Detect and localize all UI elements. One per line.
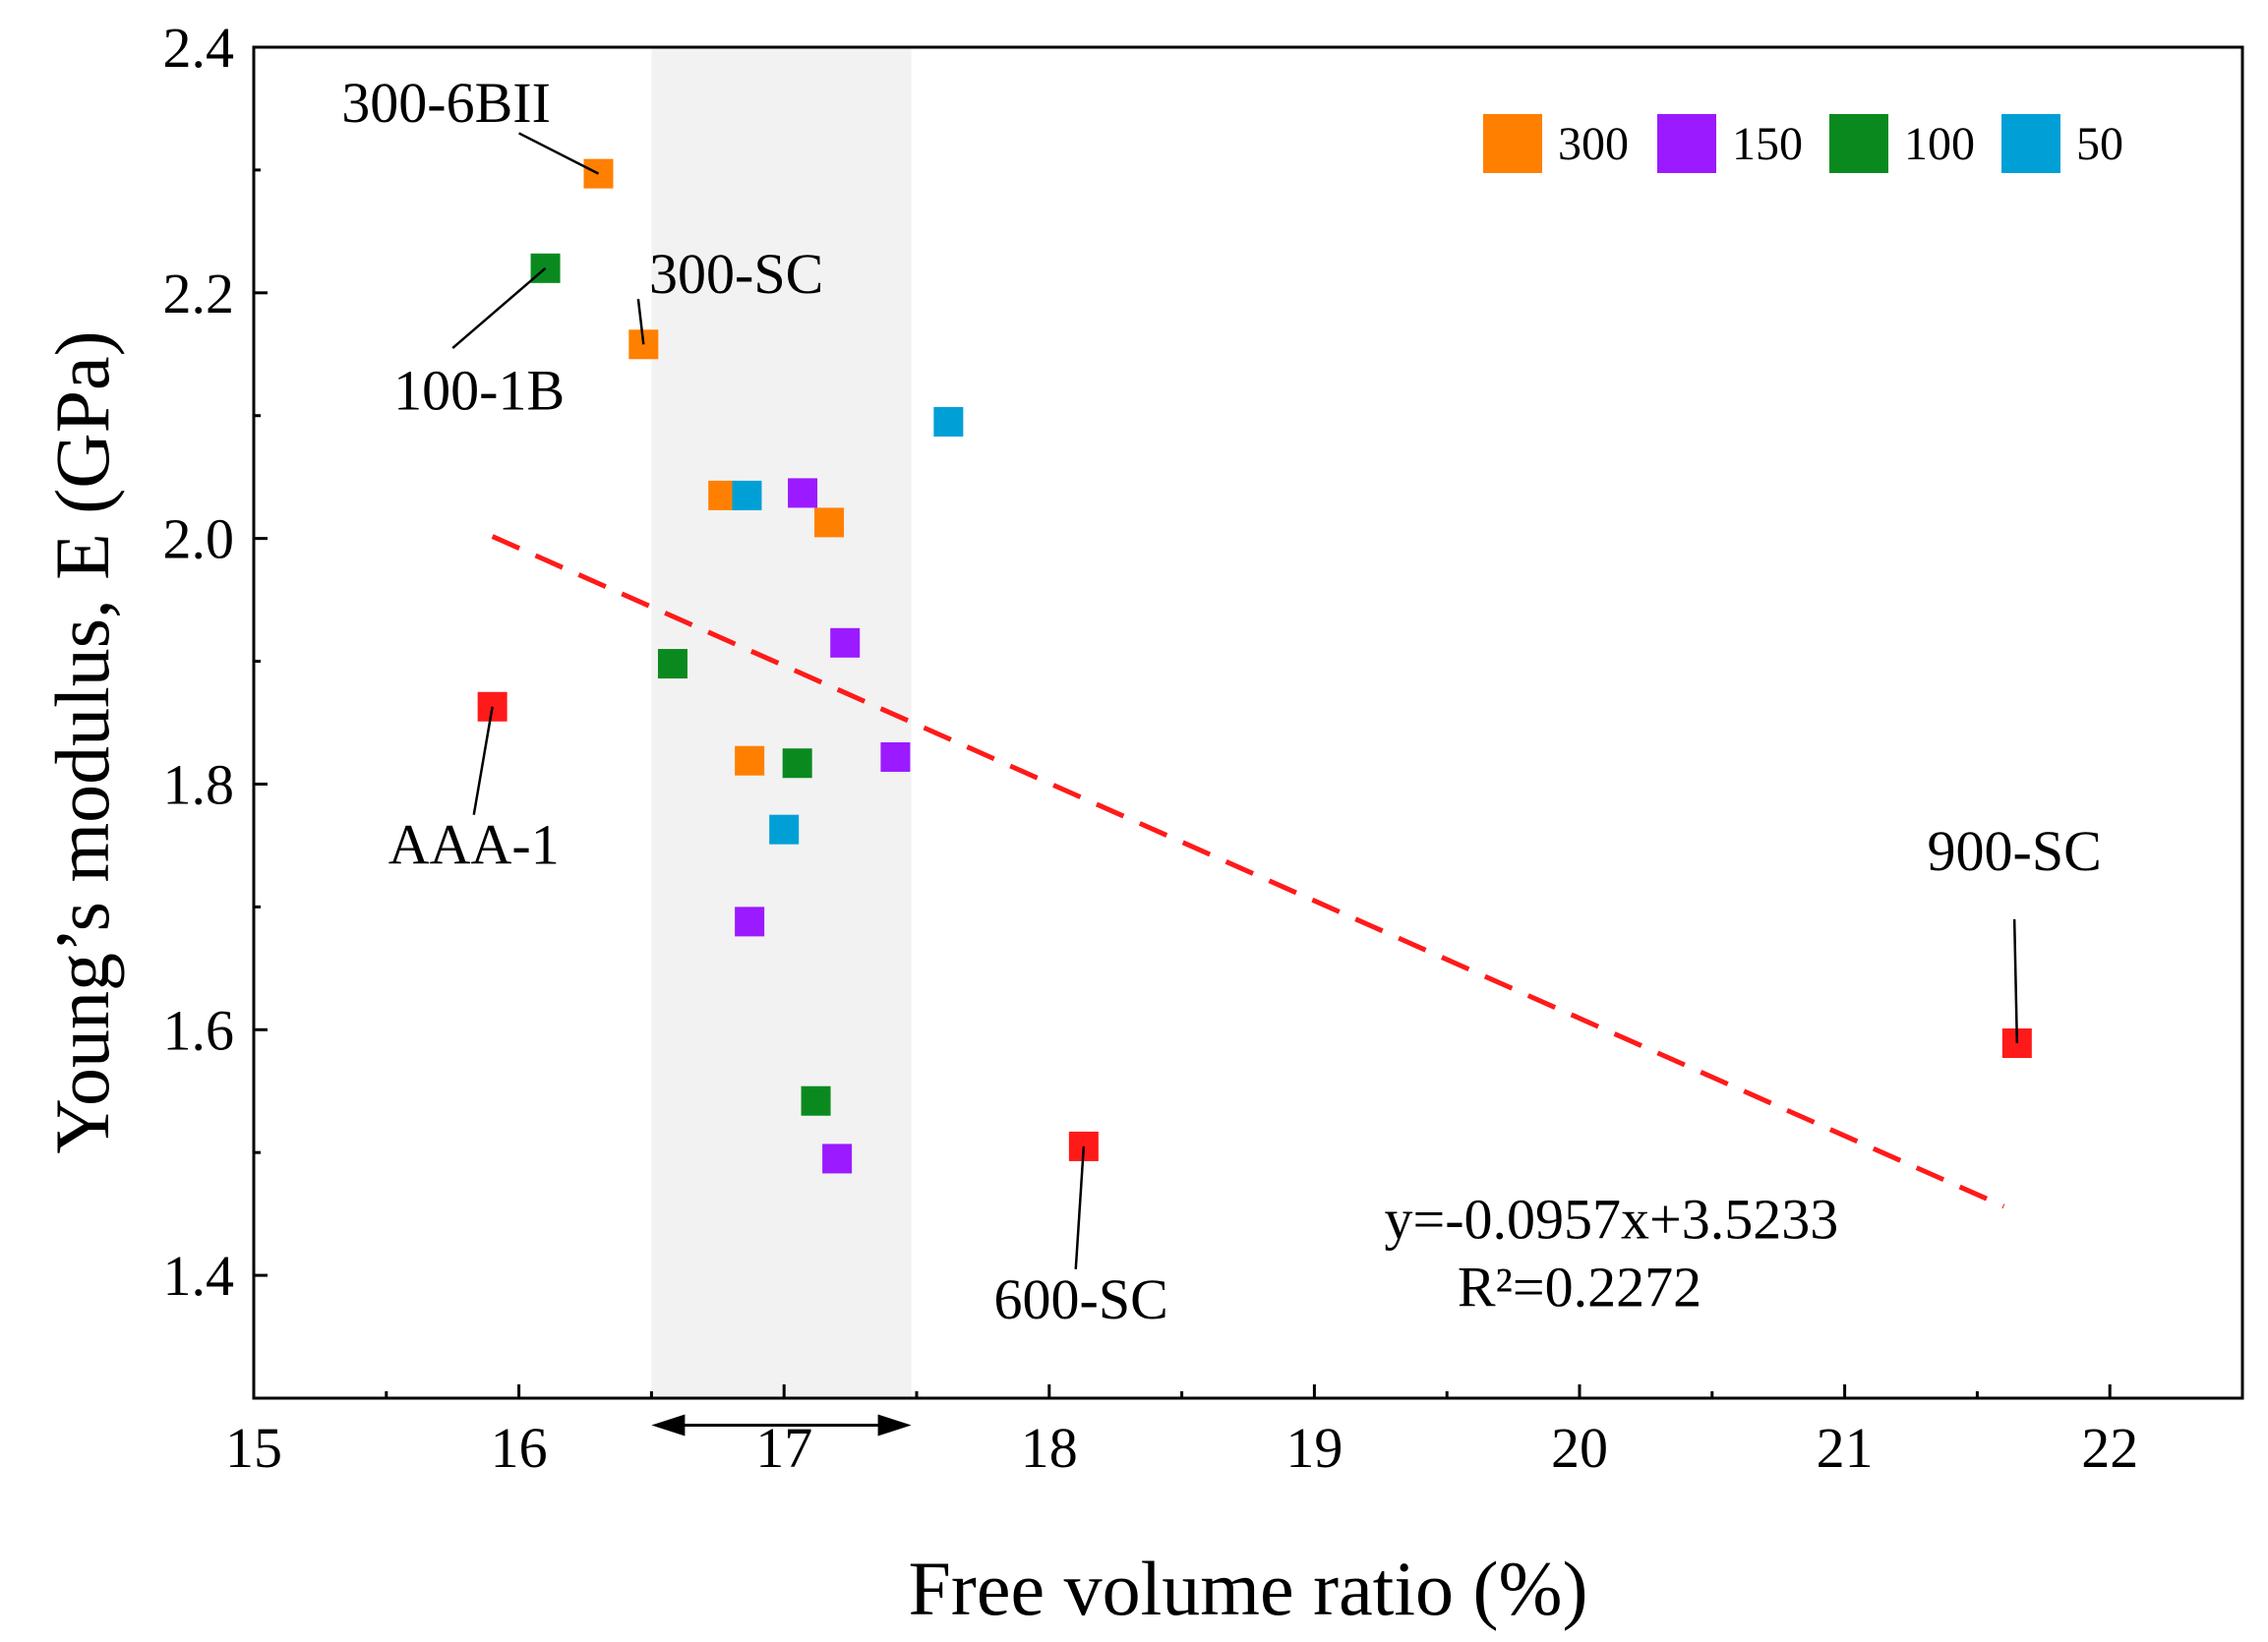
trendline-equation: y=-0.0957x+3.5233 — [1384, 1188, 1838, 1252]
annotation-label: 600-SC — [994, 1267, 1168, 1331]
annotation-leader-line — [518, 132, 600, 175]
trendline — [491, 534, 2005, 1209]
trendline-layer — [491, 534, 2005, 1209]
data-point-150 — [735, 907, 765, 937]
y-tick-label: 1.4 — [163, 1244, 235, 1308]
y-tick-label: 2.2 — [163, 262, 235, 325]
annotation-label: 100-1B — [393, 358, 565, 422]
annotation-label: AAA-1 — [388, 813, 560, 877]
x-tick-label: 18 — [1021, 1416, 1078, 1480]
legend-swatch-150 — [1657, 114, 1716, 173]
annotation-label: 900-SC — [1928, 819, 2102, 883]
legend-swatch-100 — [1829, 114, 1888, 173]
y-tick-label: 2.0 — [163, 507, 235, 571]
shaded-region — [651, 47, 912, 1398]
annotation-leader-line — [472, 706, 494, 815]
plot-frame — [252, 45, 2244, 1400]
annotation-label: 300-6BII — [341, 71, 551, 135]
range-arrow-head-left — [651, 1414, 686, 1437]
data-point-300 — [814, 507, 845, 538]
data-point-150 — [880, 741, 911, 772]
x-tick-label: 21 — [1817, 1416, 1874, 1480]
range-arrow-head-right — [877, 1414, 912, 1437]
axes-layer: 15 16 17 18 19 20 21 22 1.4 1.6 1.8 2.0 2.2 2.4 — [163, 16, 2244, 1480]
data-point-150 — [830, 627, 861, 658]
legend: 300 150 100 50 — [1483, 114, 2123, 173]
annotation-label: 300-SC — [649, 242, 823, 306]
x-tick-label: 22 — [2081, 1416, 2138, 1480]
data-point-100 — [657, 649, 687, 679]
data-point-50 — [732, 480, 762, 510]
data-point-100 — [782, 748, 812, 779]
x-axis-title: Free volume ratio (%) — [909, 1546, 1588, 1631]
trendline-r2: R²=0.2272 — [1458, 1255, 1701, 1319]
annotation-leader-line — [636, 298, 645, 345]
legend-swatch-50 — [2001, 114, 2060, 173]
x-tick-label: 20 — [1551, 1416, 1608, 1480]
data-point-100 — [801, 1085, 831, 1116]
data-point-300 — [735, 745, 765, 776]
legend-label-150: 150 — [1732, 118, 1803, 170]
y-tick-label: 1.6 — [163, 998, 235, 1062]
x-tick-label: 16 — [491, 1416, 548, 1480]
data-point-50 — [769, 814, 800, 845]
annotations-layer: 300-6BII 100-1B 300-SC AAA-1 600-SC 900-SC — [341, 71, 2101, 1331]
legend-label-50: 50 — [2076, 118, 2123, 170]
data-point-150 — [788, 478, 818, 508]
legend-label-100: 100 — [1904, 118, 1975, 170]
y-axis-title: Young’s modulus, E (GPa) — [39, 330, 125, 1153]
y-tick-label: 2.4 — [163, 16, 235, 80]
y-tick-label: 1.8 — [163, 752, 235, 816]
x-tick-label: 15 — [225, 1416, 282, 1480]
legend-swatch-300 — [1483, 114, 1542, 173]
data-point-50 — [933, 406, 964, 437]
legend-label-300: 300 — [1558, 118, 1629, 170]
x-tick-label: 19 — [1285, 1416, 1343, 1480]
annotation-leader-line — [451, 266, 547, 349]
annotation-leader-line — [2012, 918, 2019, 1044]
data-point-150 — [822, 1144, 853, 1174]
shaded-region-layer — [651, 47, 912, 1437]
x-tick-label: 17 — [755, 1416, 812, 1480]
annotation-leader-line — [1074, 1145, 1086, 1269]
